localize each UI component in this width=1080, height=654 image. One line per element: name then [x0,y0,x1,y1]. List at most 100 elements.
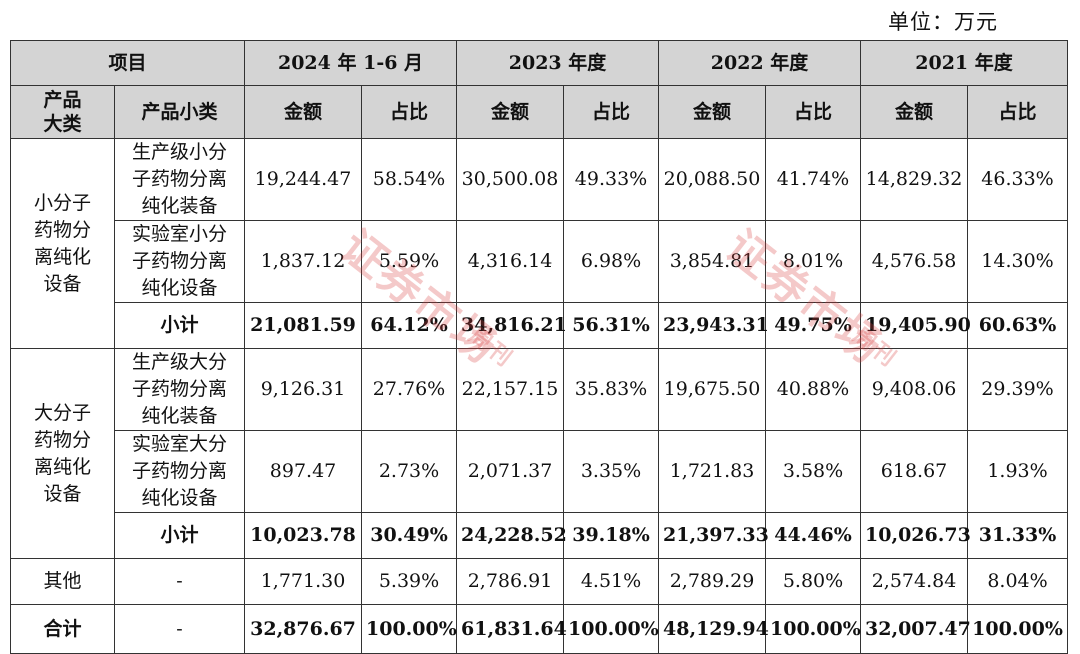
major-category-cell: 大分子 药物分 离纯化 设备 [10,348,115,559]
ratio-cell: 8.04% [967,558,1069,605]
amount-cell: 1,771.30 [244,558,363,605]
header-row-columns: 产品 大类 产品小类 金额 占比 金额 占比 金额 占比 金额 占比 [10,85,1069,139]
table-row: 实验室小分 子药物分离 纯化设备 1,837.12 5.59% 4,316.14… [11,220,1069,303]
amount-cell: 2,574.84 [860,558,969,605]
ratio-cell: 100.00% [765,604,862,654]
minor-category-cell: 生产级小分 子药物分离 纯化装备 [113,138,246,221]
ratio-cell: 100.00% [967,604,1069,654]
amount-cell: 48,129.94 [658,604,769,654]
header-ratio: 占比 [967,85,1069,139]
ratio-cell: 41.74% [765,138,862,221]
ratio-cell: 5.39% [361,558,458,605]
subtotal-label: 小计 [113,302,246,349]
ratio-cell: 5.59% [361,220,458,303]
ratio-cell: 46.33% [967,138,1069,221]
header-minor-category: 产品小类 [113,85,246,139]
amount-cell: 897.47 [244,430,363,513]
revenue-by-product-table: 项目 2024 年 1-6 月 2023 年度 2022 年度 2021 年度 … [9,40,1069,654]
ratio-cell: 30.49% [361,512,458,559]
header-ratio: 占比 [361,85,458,139]
amount-cell: 10,023.78 [244,512,363,559]
ratio-cell: 49.33% [563,138,660,221]
amount-cell: 10,026.73 [860,512,971,559]
other-sub: - [113,558,246,605]
ratio-cell: 5.80% [765,558,862,605]
ratio-cell: 58.54% [361,138,458,221]
amount-cell: 4,316.14 [456,220,565,303]
ratio-cell: 2.73% [361,430,458,513]
other-label: 其他 [10,558,115,605]
ratio-cell: 100.00% [563,604,660,654]
ratio-cell: 27.76% [361,348,458,431]
header-item: 项目 [9,40,246,86]
minor-category-cell: 实验室小分 子药物分离 纯化设备 [113,220,246,303]
table-row: 实验室大分 子药物分离 纯化设备 897.47 2.73% 2,071.37 3… [11,430,1069,513]
ratio-cell: 64.12% [361,302,458,349]
ratio-cell: 39.18% [563,512,660,559]
amount-cell: 30,500.08 [456,138,565,221]
unit-label: 单位：万元 [888,10,998,34]
header-amount: 金额 [244,85,363,139]
amount-cell: 24,228.52 [456,512,567,559]
amount-cell: 19,244.47 [244,138,363,221]
other-row: 其他 - 1,771.30 5.39% 2,786.91 4.51% 2,789… [10,558,1069,605]
amount-cell: 618.67 [860,430,969,513]
ratio-cell: 4.51% [563,558,660,605]
header-row-periods: 项目 2024 年 1-6 月 2023 年度 2022 年度 2021 年度 [9,40,1069,86]
ratio-cell: 60.63% [967,302,1069,349]
total-sub: - [113,604,246,654]
header-ratio: 占比 [765,85,862,139]
amount-cell: 4,576.58 [860,220,969,303]
ratio-cell: 40.88% [765,348,862,431]
amount-cell: 2,789.29 [658,558,767,605]
total-label: 合计 [10,604,115,654]
header-amount: 金额 [860,85,969,139]
header-ratio: 占比 [563,85,660,139]
amount-cell: 34,816.21 [456,302,567,349]
amount-cell: 61,831.64 [456,604,567,654]
header-period: 2021 年度 [860,40,1069,86]
ratio-cell: 8.01% [765,220,862,303]
ratio-cell: 49.75% [765,302,862,349]
table-row: 小分子 药物分 离纯化 设备 生产级小分 子药物分离 纯化装备 19,244.4… [10,138,1069,349]
amount-cell: 21,081.59 [244,302,363,349]
ratio-cell: 29.39% [967,348,1069,431]
minor-category-cell: 生产级大分 子药物分离 纯化装备 [113,348,246,431]
amount-cell: 14,829.32 [860,138,969,221]
header-amount: 金额 [658,85,767,139]
subtotal-label: 小计 [113,512,246,559]
ratio-cell: 44.46% [765,512,862,559]
table-row: 大分子 药物分 离纯化 设备 生产级大分 子药物分离 纯化装备 9,126.31… [10,348,1069,559]
ratio-cell: 31.33% [967,512,1069,559]
major-category-cell: 小分子 药物分 离纯化 设备 [10,138,115,349]
amount-cell: 22,157.15 [456,348,565,431]
amount-cell: 9,408.06 [860,348,969,431]
amount-cell: 2,786.91 [456,558,565,605]
minor-category-cell: 实验室大分 子药物分离 纯化设备 [113,430,246,513]
amount-cell: 1,837.12 [244,220,363,303]
amount-cell: 19,675.50 [658,348,767,431]
header-period: 2022 年度 [658,40,862,86]
amount-cell: 23,943.31 [658,302,769,349]
ratio-cell: 1.93% [967,430,1069,513]
amount-cell: 2,071.37 [456,430,565,513]
amount-cell: 20,088.50 [658,138,767,221]
ratio-cell: 6.98% [563,220,660,303]
header-period: 2024 年 1-6 月 [244,40,458,86]
header-period: 2023 年度 [456,40,660,86]
amount-cell: 3,854.81 [658,220,767,303]
amount-cell: 1,721.83 [658,430,767,513]
ratio-cell: 3.58% [765,430,862,513]
total-row: 合计 - 32,876.67 100.00% 61,831.64 100.00%… [10,604,1069,654]
ratio-cell: 3.35% [563,430,660,513]
amount-cell: 21,397.33 [658,512,769,559]
header-amount: 金额 [456,85,565,139]
ratio-cell: 35.83% [563,348,660,431]
amount-cell: 9,126.31 [244,348,363,431]
amount-cell: 32,876.67 [244,604,363,654]
ratio-cell: 56.31% [563,302,660,349]
ratio-cell: 14.30% [967,220,1069,303]
header-major-category: 产品 大类 [10,85,115,139]
ratio-cell: 100.00% [361,604,458,654]
subtotal-row: 小计 21,081.59 64.12% 34,816.21 56.31% 23,… [11,302,1069,349]
